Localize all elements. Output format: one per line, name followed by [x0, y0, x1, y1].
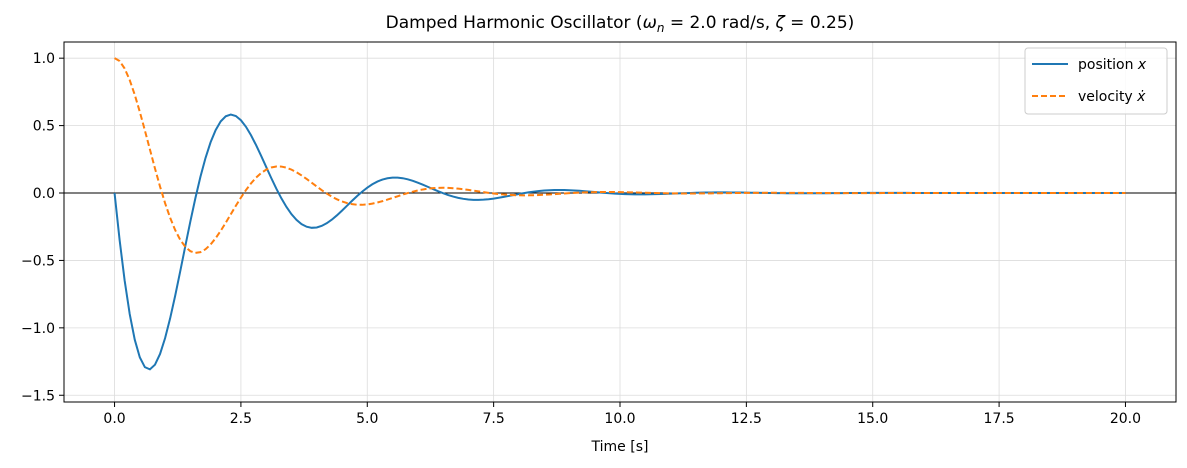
x-tick-label: 15.0 — [857, 411, 888, 427]
legend-velocity-label: velocity ẋ — [1078, 89, 1146, 105]
x-ticks: 0.0 2.5 5.0 7.5 10.0 12.5 15.0 17.5 20.0 — [103, 402, 1141, 427]
y-tick-label: −1.5 — [21, 388, 55, 404]
y-tick-label: 0.5 — [33, 119, 55, 135]
x-tick-label: 17.5 — [984, 411, 1015, 427]
chart-title: Damped Harmonic Oscillator (ωn = 2.0 rad… — [386, 13, 855, 35]
x-axis-label: Time [s] — [591, 439, 649, 455]
x-tick-label: 0.0 — [103, 411, 125, 427]
velocity-series-line — [114, 57, 1126, 254]
legend: position x velocity ẋ — [1024, 47, 1168, 115]
series-layer — [113, 57, 1126, 371]
legend-position-label: position x — [1078, 57, 1147, 73]
x-tick-label: 12.5 — [731, 411, 762, 427]
x-tick-label: 2.5 — [230, 411, 252, 427]
x-tick-label: 10.0 — [604, 411, 635, 427]
x-tick-label: 5.0 — [356, 411, 378, 427]
y-tick-label: 0.0 — [33, 186, 55, 202]
y-tick-label: −0.5 — [21, 253, 55, 269]
x-tick-label: 7.5 — [483, 411, 505, 427]
y-tick-label: −1.0 — [21, 321, 55, 337]
x-tick-label: 20.0 — [1110, 411, 1141, 427]
position-series-line — [113, 113, 1126, 371]
y-ticks: −1.5 −1.0 −0.5 0.0 0.5 1.0 — [21, 51, 64, 404]
y-tick-label: 1.0 — [33, 51, 55, 67]
